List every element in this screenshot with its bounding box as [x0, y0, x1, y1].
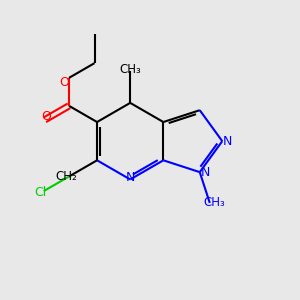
Text: N: N	[200, 166, 210, 178]
Text: O: O	[60, 76, 70, 89]
Text: N: N	[125, 172, 135, 184]
Text: Cl: Cl	[35, 186, 47, 199]
Text: N: N	[223, 135, 232, 148]
Text: CH₂: CH₂	[55, 170, 77, 183]
Text: CH₃: CH₃	[119, 62, 141, 76]
Text: O: O	[41, 110, 51, 123]
Text: CH₃: CH₃	[203, 196, 225, 209]
